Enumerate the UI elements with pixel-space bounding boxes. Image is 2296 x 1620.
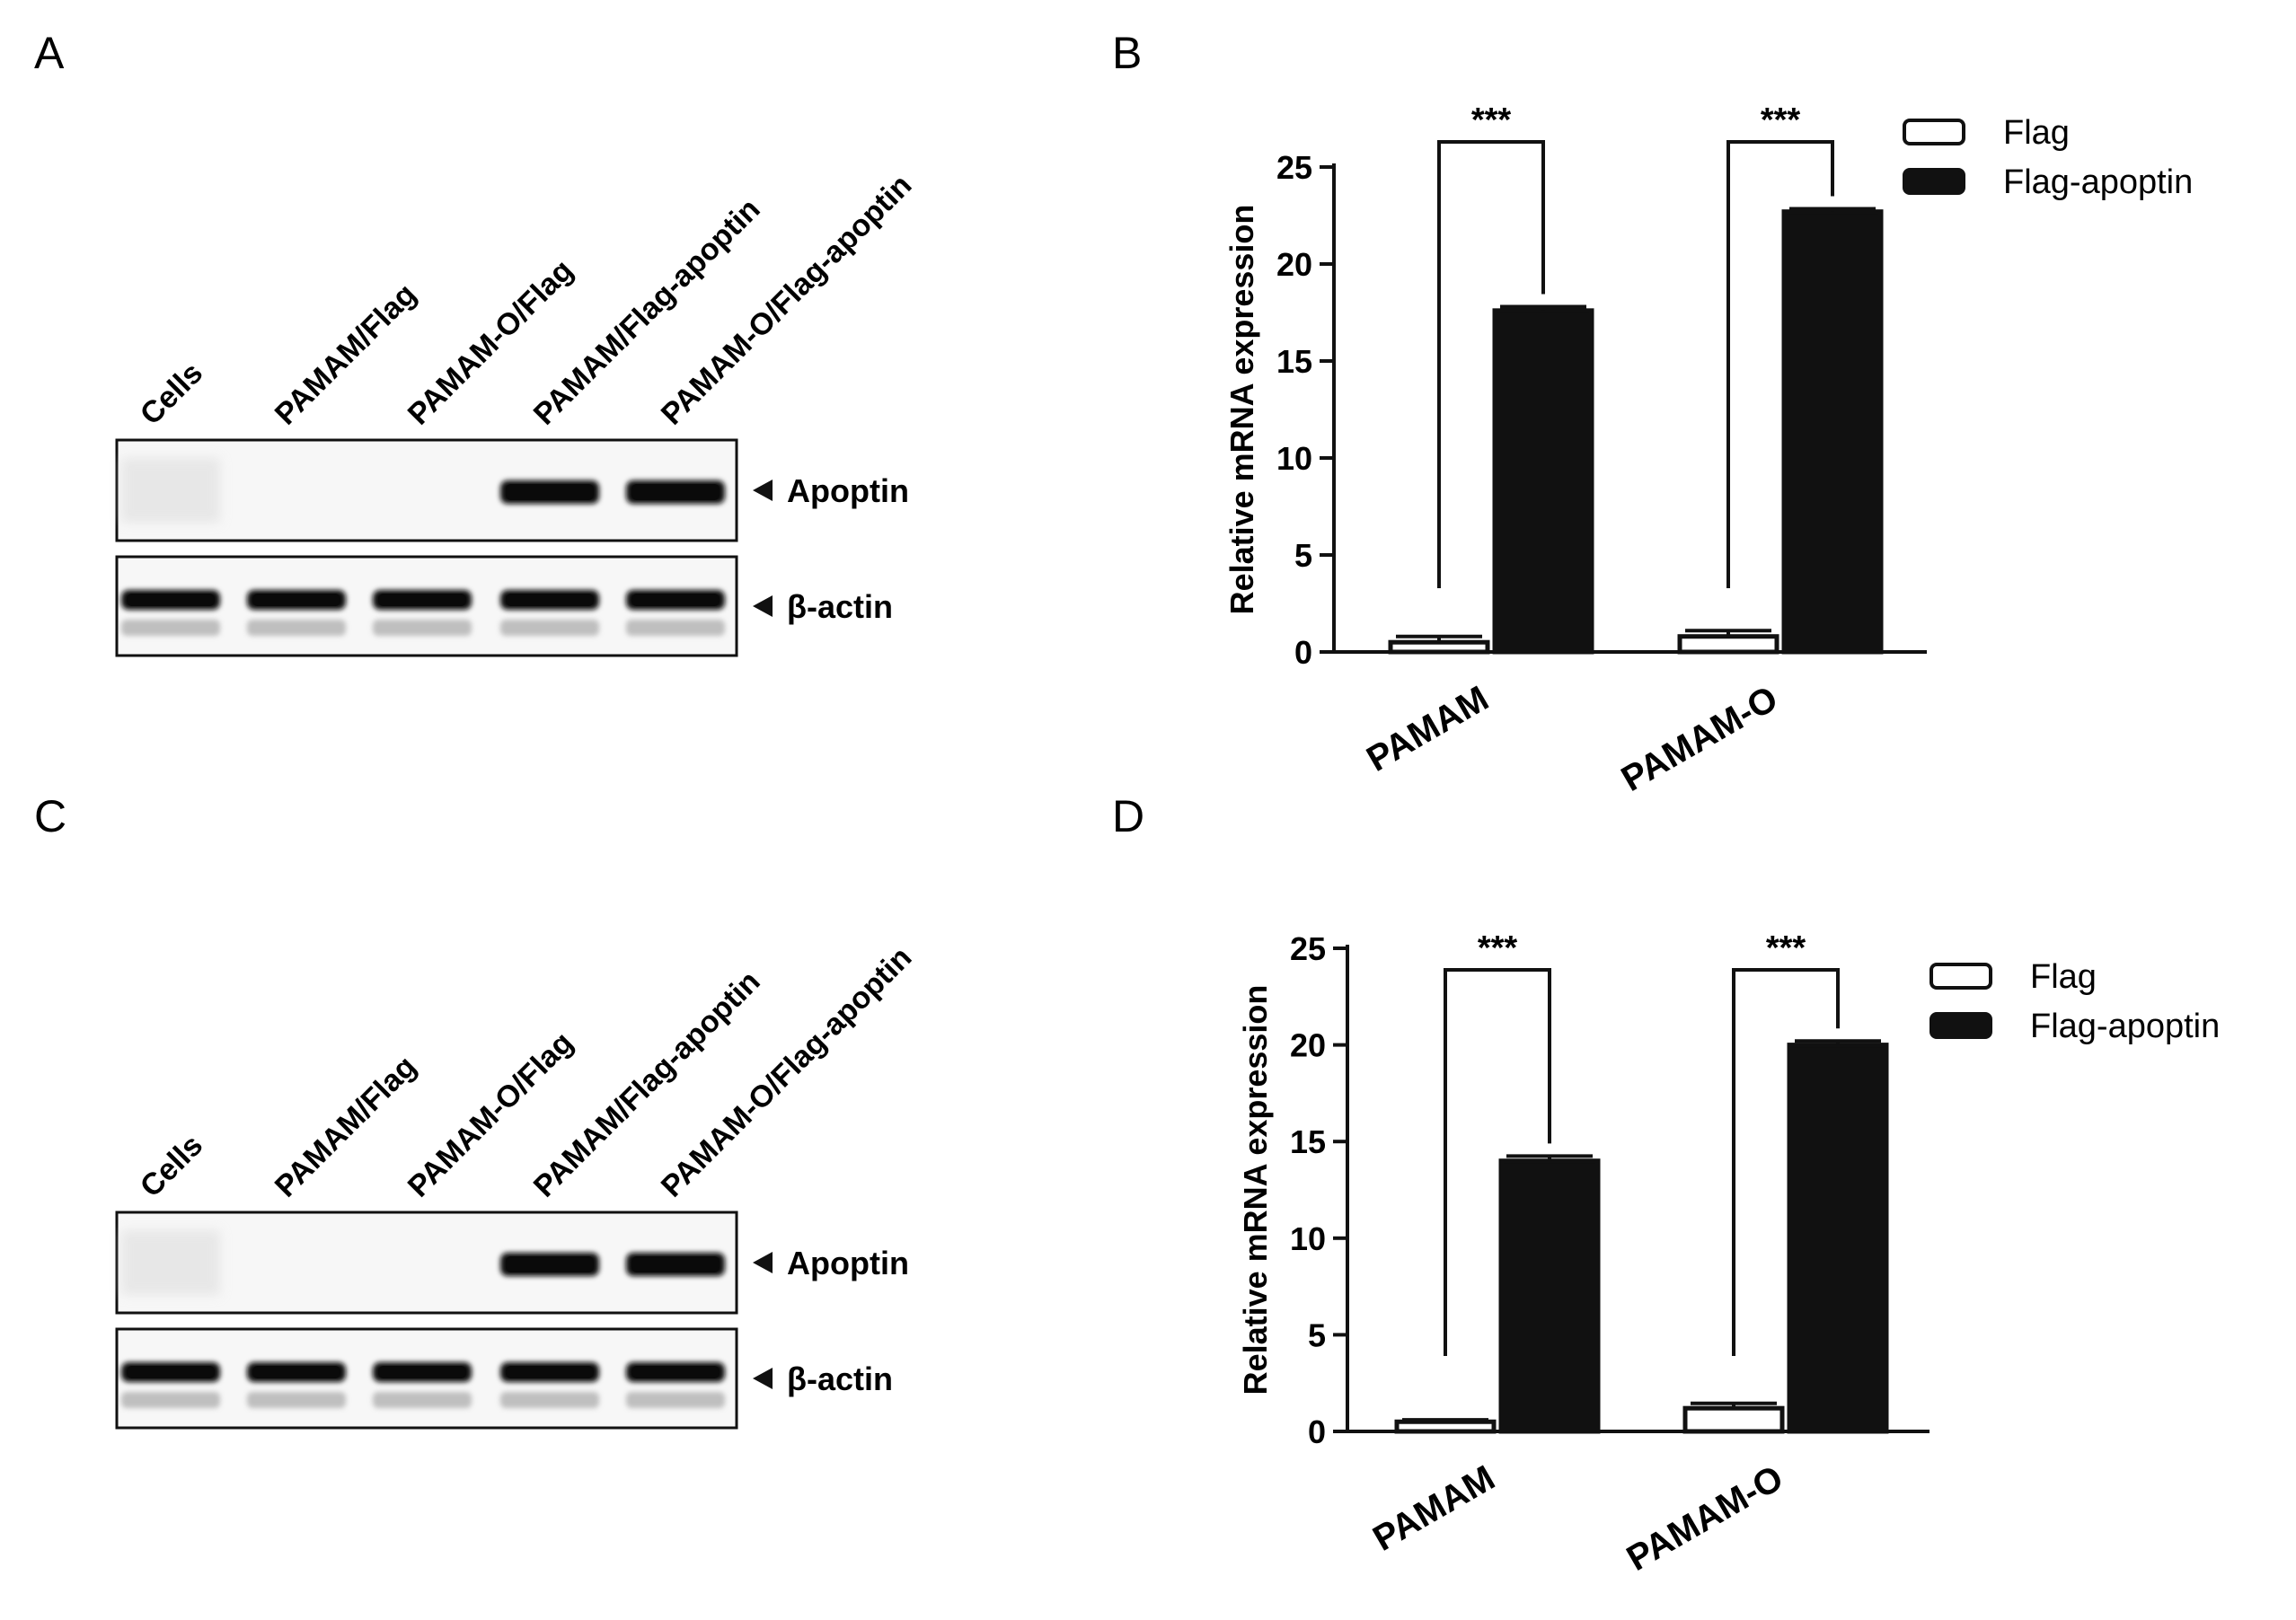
panel-letter-a: A <box>34 28 65 78</box>
band-faint <box>121 1230 220 1295</box>
legend-swatch <box>1903 119 1965 145</box>
legend-label: Flag <box>2030 958 2097 996</box>
band-shadow <box>626 1392 725 1408</box>
y-tick-label: 10 <box>1290 1220 1326 1257</box>
blot-row-label: Apoptin <box>787 1245 909 1281</box>
y-tick-label: 15 <box>1276 343 1312 380</box>
band-shadow <box>247 620 346 636</box>
x-category-label: PAMAM-O <box>1615 679 1785 799</box>
bar-flag <box>1677 634 1779 655</box>
band-core <box>631 484 720 500</box>
band-shadow <box>500 620 599 636</box>
y-tick-label: 0 <box>1294 634 1312 671</box>
blot-row-label: β-actin <box>787 1360 893 1397</box>
band-core <box>631 1366 720 1378</box>
band-shadow <box>247 1392 346 1408</box>
band-core <box>252 1366 340 1378</box>
y-tick-label: 5 <box>1294 537 1312 574</box>
band-core <box>506 1256 594 1272</box>
band-shadow <box>373 1392 472 1408</box>
band-shadow <box>500 1392 599 1408</box>
y-axis-label: Relative mRNA expression <box>1237 985 1274 1395</box>
band-shadow <box>373 620 472 636</box>
significance-stars: *** <box>1471 101 1512 139</box>
band-core <box>127 1366 215 1378</box>
band-core <box>506 1366 594 1378</box>
band-core <box>631 1256 720 1272</box>
y-tick-label: 25 <box>1290 930 1326 967</box>
bar-flag <box>1682 1405 1785 1434</box>
band-core <box>631 594 720 606</box>
band-core <box>506 594 594 606</box>
band-core <box>127 594 215 606</box>
significance-bracket <box>1726 140 1834 588</box>
blot-row-label: β-actin <box>787 588 893 625</box>
band-core <box>378 1366 466 1378</box>
band-shadow <box>121 620 220 636</box>
legend-swatch <box>1930 963 1992 990</box>
y-tick-label: 15 <box>1290 1123 1326 1160</box>
y-tick-label: 20 <box>1290 1027 1326 1064</box>
y-tick-label: 5 <box>1308 1316 1326 1353</box>
significance-bracket <box>1732 968 1840 1356</box>
chart-b: 0 5 10 15 20 25 Relative mRNA expression *** PAM… <box>1223 101 2193 799</box>
arrow-icon <box>753 595 773 617</box>
y-tick-label: 20 <box>1276 246 1312 283</box>
x-category-label: PAMAM-O <box>1620 1458 1790 1579</box>
band-shadow <box>121 1392 220 1408</box>
bar-flag <box>1394 1419 1497 1434</box>
arrow-icon <box>753 1252 773 1273</box>
x-category-label: PAMAM <box>1366 1458 1501 1559</box>
significance-bracket <box>1444 968 1551 1356</box>
significance-stars: *** <box>1478 929 1518 967</box>
panel-letter-d: D <box>1112 791 1145 841</box>
y-axis-label: Relative mRNA expression <box>1223 205 1260 615</box>
chart-d: 0 5 10 15 20 25 Relative mRNA expression *** PAM… <box>1237 929 2220 1579</box>
bar-flag <box>1388 639 1490 655</box>
panel-letter-b: B <box>1112 28 1143 78</box>
x-category-label: PAMAM <box>1360 679 1495 779</box>
significance-stars: *** <box>1761 101 1801 139</box>
y-tick-label: 10 <box>1276 440 1312 477</box>
significance-stars: *** <box>1766 929 1806 967</box>
panel-letter-c: C <box>34 791 67 841</box>
bar-flag-apoptin <box>1492 308 1594 655</box>
bar-flag-apoptin <box>1498 1158 1601 1434</box>
bar-flag-apoptin <box>1787 1043 1889 1434</box>
significance-bracket <box>1437 140 1545 588</box>
band-core <box>378 594 466 606</box>
bar-flag-apoptin <box>1781 209 1884 655</box>
band-shadow <box>626 620 725 636</box>
blot-row-label: Apoptin <box>787 472 909 509</box>
y-tick-label: 25 <box>1276 149 1312 186</box>
arrow-icon <box>753 1368 773 1389</box>
legend-label: Flag-apoptin <box>2003 163 2193 201</box>
legend-swatch <box>1930 1012 1992 1039</box>
band-faint <box>121 458 220 523</box>
legend-label: Flag-apoptin <box>2030 1008 2220 1045</box>
arrow-icon <box>753 480 773 501</box>
band-core <box>252 594 340 606</box>
y-tick-label: 0 <box>1308 1413 1326 1450</box>
legend-label: Flag <box>2003 114 2070 152</box>
legend-swatch <box>1903 168 1965 195</box>
band-core <box>506 484 594 500</box>
